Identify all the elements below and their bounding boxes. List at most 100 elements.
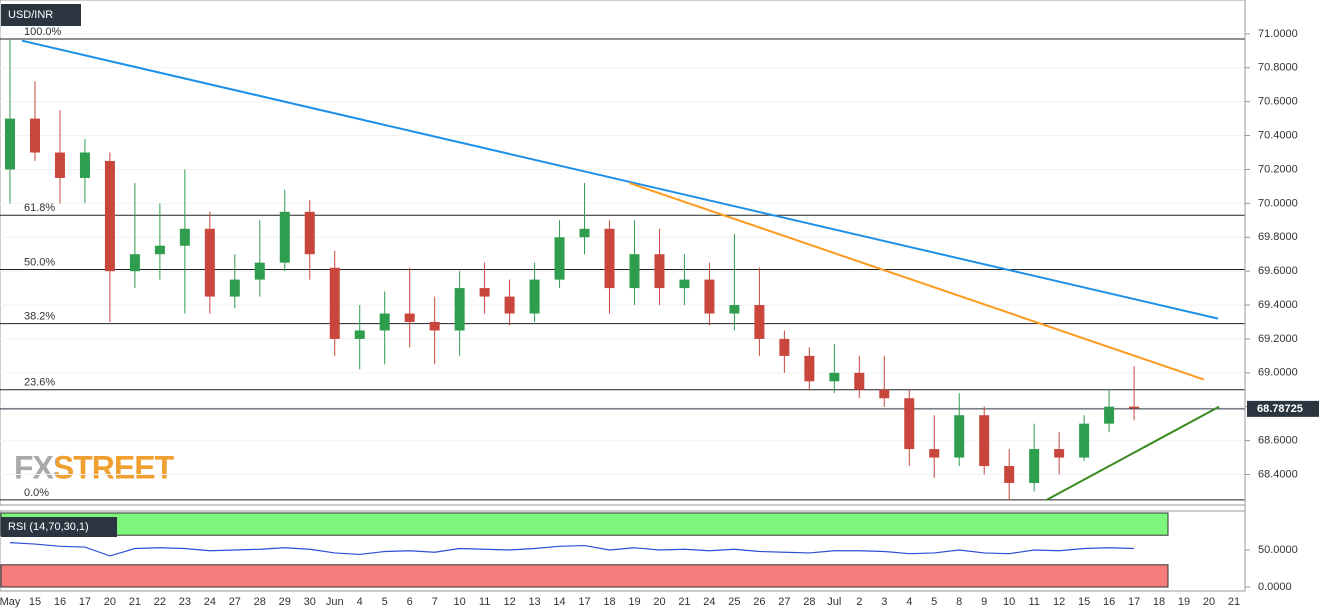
candle-body [1104,406,1115,424]
x-tick-label: 19 [1178,596,1190,608]
candle-body [1054,449,1065,458]
x-tick-label: 27 [229,596,241,608]
fib-label: 61.8% [24,202,55,214]
candle-body [5,118,15,170]
watermark: FXSTREET [14,449,175,485]
x-tick-label: 30 [304,596,316,608]
candle-body [354,330,365,339]
candle-body [1129,406,1140,409]
x-tick-label: 22 [154,596,166,608]
candle-body [854,372,865,390]
x-tick-label: 10 [1003,596,1015,608]
y-tick-label: 70.4000 [1258,129,1298,141]
x-tick-label: Jun [326,596,344,608]
candle-body [29,118,40,153]
y-tick-label: 50.0000 [1258,544,1298,556]
candle-body [879,389,890,399]
candle-body [954,415,965,458]
candle-body [1004,466,1015,483]
y-tick-label: 70.2000 [1258,163,1298,175]
candle-body [179,228,190,246]
x-tick-label: 26 [753,596,765,608]
candle-body [979,415,990,467]
x-tick-label: 6 [407,596,413,608]
x-tick-label: 9 [981,596,987,608]
candle-body [429,321,440,331]
x-tick-label: 17 [578,596,590,608]
overbought-zone [0,512,1169,536]
x-tick-label: 4 [357,596,363,608]
candle-body [379,313,390,331]
x-tick-label: 20 [104,596,116,608]
candle-body [104,160,115,272]
chart-title: USD/INR [8,9,53,21]
candle-body [229,279,240,297]
candle-body [579,228,590,238]
y-tick-label: 69.4000 [1258,299,1298,311]
x-tick-label: 15 [29,596,41,608]
y-tick-label: 71.0000 [1258,28,1298,40]
main-panel [0,0,1246,506]
candle-body [554,237,565,280]
candle-body [404,313,415,322]
x-tick-label: 29 [279,596,291,608]
candle-body [704,279,715,314]
candle-body [254,262,265,280]
y-tick-label: 0.0000 [1258,581,1292,593]
candle-body [1079,423,1090,458]
x-tick-label: 13 [528,596,540,608]
x-tick-label: 24 [703,596,715,608]
title-box [1,4,81,26]
trendline [21,39,1219,320]
candle-body [529,279,540,314]
candle-body [679,279,690,289]
last-price-label: 68.78725 [1257,403,1303,415]
x-tick-label: 16 [54,596,66,608]
candle-body [829,372,840,382]
fib-label: 0.0% [24,487,49,499]
x-tick-label: 18 [603,596,615,608]
y-tick-label: 69.6000 [1258,265,1298,277]
candle-body [729,305,740,314]
candle-body [79,152,90,178]
x-tick-label: 25 [728,596,740,608]
x-tick-label: 21 [678,596,690,608]
candle-body [929,449,940,458]
candle-body [654,254,665,289]
rsi-title-box [1,517,117,537]
x-tick-label: 19 [628,596,640,608]
candle-body [204,228,215,297]
candle-body [479,288,490,297]
y-tick-label: 69.2000 [1258,333,1298,345]
rsi-title: RSI (14,70,30,1) [8,521,89,533]
candle-body [454,288,465,331]
candle-body [304,211,315,255]
candle-body [154,245,165,255]
y-tick-label: 70.0000 [1258,197,1298,209]
y-tick-label: 70.6000 [1258,96,1298,108]
candle-body [129,254,140,272]
x-tick-label: 17 [79,596,91,608]
candle-body [604,228,615,289]
last-price-box [1247,400,1319,417]
trendline [1046,405,1220,501]
candle-body [904,398,915,450]
trendline [629,182,1205,381]
candle-body [779,338,790,356]
x-tick-label: 5 [931,596,937,608]
x-tick-label: May [0,596,21,608]
x-tick-label: 11 [479,596,490,608]
rsi-line [9,542,1135,557]
x-tick-label: 24 [204,596,216,608]
x-tick-label: 23 [179,596,191,608]
x-tick-label: 27 [778,596,790,608]
fib-label: 50.0% [24,256,55,268]
x-tick-label: 14 [553,596,565,608]
candle-body [329,267,340,339]
candle-body [1029,449,1040,483]
y-tick-label: 69.8000 [1258,231,1298,243]
x-tick-label: 5 [382,596,388,608]
x-tick-label: 20 [1203,596,1215,608]
x-tick-label: 21 [129,596,141,608]
